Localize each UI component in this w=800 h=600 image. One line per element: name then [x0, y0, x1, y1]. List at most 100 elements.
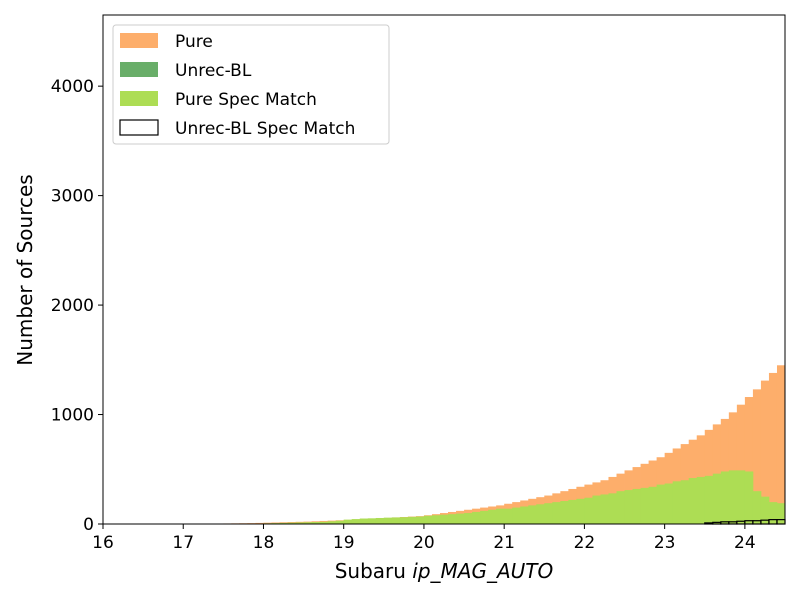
bar-pure-spec-match	[367, 518, 377, 524]
bar-pure-spec-match	[279, 522, 288, 524]
bar-pure-spec-match	[616, 491, 625, 524]
bar-pure-spec-match	[680, 480, 690, 524]
bar-pure-spec-match	[664, 483, 674, 524]
bar-pure-spec-match	[576, 498, 585, 524]
x-tick-label: 23	[654, 533, 676, 553]
bar-pure-spec-match	[488, 509, 497, 524]
x-tick-label: 22	[574, 533, 596, 553]
bar-pure-spec-match	[295, 522, 304, 524]
bar-pure	[776, 365, 786, 524]
bar-pure-spec-match	[311, 522, 321, 524]
bar-pure-spec-match	[496, 508, 505, 524]
bar-pure-spec-match	[696, 476, 706, 524]
bar-pure-spec-match	[640, 487, 649, 524]
bar-pure-spec-match	[375, 517, 385, 524]
bar-pure-spec-match	[303, 522, 313, 524]
bar-pure-spec-match	[768, 502, 778, 524]
bar-pure-spec-match	[608, 493, 617, 524]
plot-frame	[102, 14, 786, 525]
legend-swatch-unrec-bl-spec-match	[119, 119, 159, 136]
bar-pure-spec-match	[319, 521, 329, 524]
bar-pure-spec-match	[568, 499, 577, 524]
bar-pure-spec-match	[359, 518, 369, 524]
bar-pure-spec-match	[423, 515, 433, 524]
legend-box	[112, 24, 390, 145]
bar-pure-spec-match	[472, 511, 481, 524]
legend-swatch-unrec-bl	[120, 62, 158, 77]
x-tick-label: 18	[253, 533, 275, 553]
bar-pure-spec-match	[456, 513, 465, 524]
bar-pure-spec-match	[688, 478, 698, 524]
bar-pure-spec-match	[760, 496, 770, 524]
bar-pure	[255, 522, 264, 524]
bar-pure-spec-match	[624, 490, 633, 524]
bar-pure-spec-match	[343, 519, 353, 524]
series-pure-spec-match	[231, 470, 786, 524]
x-tick-label: 16	[92, 533, 114, 553]
y-tick-label: 4000	[51, 77, 94, 97]
bar-pure-spec-match	[448, 514, 457, 524]
y-tick-label: 1000	[51, 406, 94, 426]
x-tick-label: 20	[413, 533, 435, 553]
legend-label-pure-spec-match: Pure Spec Match	[175, 90, 317, 110]
bar-pure-spec-match	[560, 501, 569, 524]
bar-pure-spec-match	[632, 488, 641, 524]
y-tick-label: 2000	[51, 296, 94, 316]
y-axis-ticks: 0 1000 2000 3000 4000	[51, 77, 103, 535]
x-axis-label: Subaru ip_MAG_AUTO	[335, 559, 554, 583]
bar-pure-spec-match	[536, 504, 545, 524]
bar-pure-spec-match	[520, 506, 529, 524]
bar-pure-spec-match	[391, 517, 401, 524]
bar-pure-spec-match	[720, 471, 730, 524]
bar-pure-spec-match	[736, 470, 746, 524]
bar-pure	[736, 404, 746, 524]
bar-pure-spec-match	[439, 514, 449, 524]
bar-pure-spec-match	[351, 519, 361, 524]
bar-pure-spec-match	[327, 521, 337, 524]
bar-pure-spec-match	[431, 515, 441, 524]
bar-pure-spec-match	[287, 522, 296, 524]
bar-pure-spec-match	[776, 503, 786, 524]
bar-pure-spec-match	[552, 502, 561, 524]
bar-pure-spec-match	[407, 516, 417, 524]
bar-pure-spec-match	[704, 475, 714, 524]
bar-pure-spec-match	[335, 520, 345, 524]
bar-pure-spec-match	[415, 516, 425, 524]
legend-label-unrec-bl-spec-match: Unrec-BL Spec Match	[175, 119, 355, 139]
bar-pure	[728, 412, 738, 524]
plot-bars	[167, 365, 786, 525]
bar-pure	[744, 397, 754, 524]
legend-swatch-pure	[120, 33, 158, 48]
bar-pure	[768, 372, 778, 524]
bar-pure-spec-match	[399, 517, 409, 524]
bar-pure-spec-match	[656, 484, 666, 524]
x-tick-label: 21	[493, 533, 515, 553]
y-tick-label: 3000	[51, 187, 94, 207]
bar-pure-spec-match	[584, 497, 593, 524]
bar-pure	[752, 389, 762, 524]
bar-pure-spec-match	[464, 513, 473, 524]
bar-pure-spec-match	[480, 510, 489, 524]
bar-pure-spec-match	[752, 491, 762, 524]
x-tick-label: 24	[734, 533, 756, 553]
legend: Pure Unrec-BL Pure Spec Match Unrec-BL S…	[112, 24, 390, 145]
bar-pure-spec-match	[592, 495, 601, 524]
bar-pure-spec-match	[528, 505, 537, 524]
x-tick-label: 17	[172, 533, 194, 553]
bar-pure-spec-match	[672, 481, 682, 524]
bar-pure-spec-match	[544, 503, 553, 524]
x-axis-ticks: 16 17 18 19 20 21 22 23 24	[92, 524, 756, 553]
bar-pure-spec-match	[712, 473, 722, 524]
bar-pure-spec-match	[744, 471, 754, 524]
bar-pure-spec-match	[512, 507, 521, 524]
bar-pure-spec-match	[383, 517, 393, 524]
bar-pure-spec-match	[728, 470, 738, 524]
bar-pure-spec-match	[648, 486, 658, 524]
legend-label-pure: Pure	[175, 32, 213, 52]
bar-pure	[760, 380, 770, 524]
y-axis-label: Number of Sources	[13, 174, 37, 365]
legend-label-unrec-bl: Unrec-BL	[175, 61, 252, 81]
bar-pure-spec-match	[600, 494, 609, 524]
y-tick-label: 0	[83, 515, 94, 535]
